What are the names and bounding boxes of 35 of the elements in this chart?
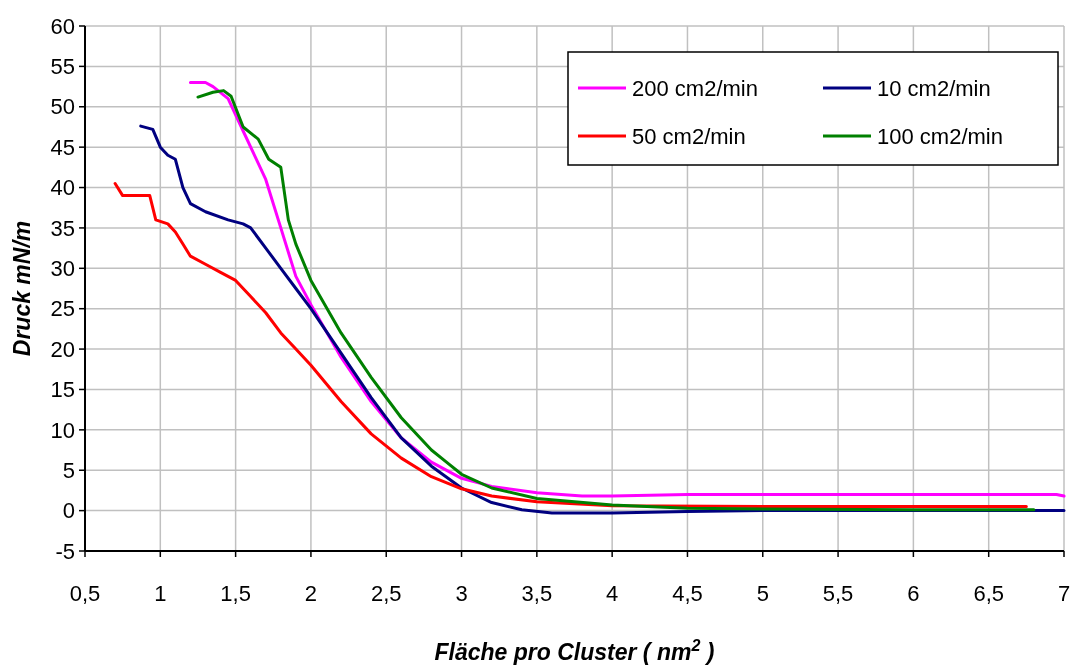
y-axis-title: Druck mN/m: [9, 220, 35, 357]
line-series: [113, 182, 1028, 509]
y-tick-label: 20: [50, 336, 75, 362]
y-tick-label: 25: [50, 296, 75, 322]
x-tick-label: 1: [154, 581, 167, 606]
y-tick-label: 10: [50, 417, 75, 443]
y-tick-label: -5: [55, 538, 75, 564]
y-tick-label: 0: [62, 498, 75, 524]
y-tick-label: 30: [50, 256, 75, 282]
y-tick-label: 60: [50, 13, 75, 39]
x-tick-label: 4: [606, 581, 619, 606]
y-tick-label: 35: [50, 215, 75, 241]
y-tick-label: 45: [50, 134, 75, 160]
legend-label: 10 cm2/min: [877, 75, 991, 101]
y-tick-label: 55: [50, 54, 75, 80]
y-tick-label: 50: [50, 94, 75, 120]
x-tick-label: 6: [907, 581, 920, 606]
x-tick-label: 0,5: [69, 581, 101, 606]
x-tick-label: 1,5: [220, 581, 251, 606]
x-tick-label: 5,5: [822, 581, 854, 606]
x-tick-label: 7: [1057, 581, 1071, 606]
x-tick-label: 3: [455, 581, 468, 606]
x-axis-title: Fläche pro Cluster ( nm$^{2}$ ): [434, 636, 715, 665]
legend-label: 200 cm2/min: [632, 75, 758, 101]
legend-label: 50 cm2/min: [632, 123, 746, 149]
x-tick-label: 5: [756, 581, 769, 606]
x-tick-label: 4,5: [672, 581, 703, 606]
y-tick-label: 5: [62, 457, 75, 483]
x-tick-label: 3,5: [521, 581, 553, 606]
x-tick-label: 6,5: [973, 581, 1004, 606]
x-tick-label: 2: [304, 581, 318, 606]
y-tick-label: 15: [50, 377, 75, 403]
x-tick-label: 2,5: [370, 581, 402, 606]
y-tick-label: 40: [50, 175, 75, 201]
legend-label: 100 cm2/min: [877, 123, 1003, 149]
